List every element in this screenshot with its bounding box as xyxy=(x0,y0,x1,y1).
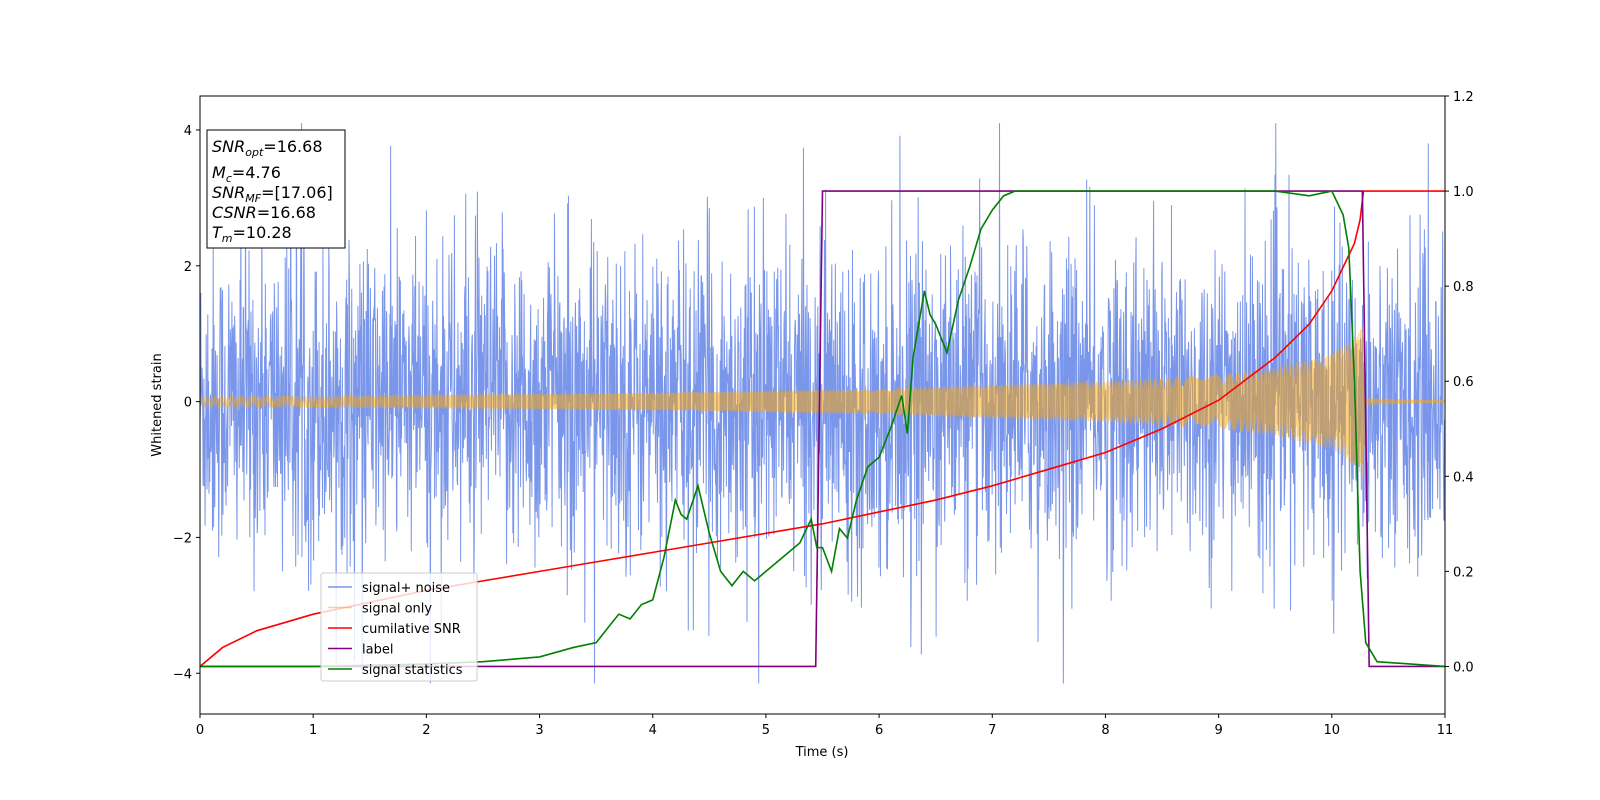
series-signal-statistics xyxy=(200,190,1445,668)
x-tick-label: 5 xyxy=(762,723,770,738)
legend-label: cumilative SNR xyxy=(362,622,461,637)
y2-tick-label: 0.8 xyxy=(1453,280,1474,295)
x-tick-label: 8 xyxy=(1101,723,1109,738)
y-tick-label: 0 xyxy=(184,396,192,411)
x-tick-label: 2 xyxy=(422,723,430,738)
legend-label: signal only xyxy=(362,602,432,617)
annotation-snr-opt: SNRopt=16.68 xyxy=(212,137,323,159)
annotation-snr-mf: SNRMF=[17.06] xyxy=(212,183,333,205)
y-tick-label: 4 xyxy=(184,124,192,139)
y2-tick-label: 1.0 xyxy=(1453,185,1474,200)
annotation-box: SNRopt=16.68 Mc=4.76 SNRMF=[17.06] CSNR=… xyxy=(206,129,346,249)
x-tick-label: 6 xyxy=(875,723,883,738)
y-tick-label: −4 xyxy=(173,667,192,682)
legend-label: label xyxy=(362,643,393,658)
x-tick-label: 1 xyxy=(309,723,317,738)
plot-frame xyxy=(199,95,1446,715)
x-axis: 0 1 2 3 4 5 6 7 8 9 10 11 xyxy=(196,714,1453,738)
annotation-mc: Mc=4.76 xyxy=(212,163,281,185)
series-signal-noise xyxy=(200,123,1445,684)
y2-tick-label: 0.4 xyxy=(1453,470,1474,485)
y2-tick-label: 0.2 xyxy=(1453,565,1474,580)
x-tick-label: 10 xyxy=(1324,723,1341,738)
y-tick-label: 2 xyxy=(184,260,192,275)
y2-tick-label: 1.2 xyxy=(1453,90,1474,105)
x-tick-label: 0 xyxy=(196,723,204,738)
y-tick-label: −2 xyxy=(173,531,192,546)
x-tick-label: 4 xyxy=(649,723,657,738)
x-tick-label: 7 xyxy=(988,723,996,738)
x-tick-label: 3 xyxy=(535,723,543,738)
x-tick-label: 9 xyxy=(1214,723,1222,738)
annotation-csnr: CSNR=16.68 xyxy=(212,203,316,222)
annotation-tm: Tm=10.28 xyxy=(212,223,292,245)
y2-tick-label: 0.6 xyxy=(1453,375,1474,390)
y-axis-right: 1.2 1.0 0.8 0.6 0.4 0.2 0.0 xyxy=(1445,90,1474,675)
y-axis-left: 4 2 0 −2 −4 xyxy=(173,124,200,682)
y-axis-label: Whitened strain xyxy=(150,353,165,456)
legend: signal+ noise signal only cumilative SNR la… xyxy=(320,572,478,682)
legend-label: signal statistics xyxy=(362,663,463,678)
legend-label: signal+ noise xyxy=(362,581,450,596)
y2-tick-label: 0.0 xyxy=(1453,660,1474,675)
series-signal-only xyxy=(200,326,1445,479)
x-tick-label: 11 xyxy=(1437,723,1454,738)
x-axis-label: Time (s) xyxy=(795,745,849,760)
